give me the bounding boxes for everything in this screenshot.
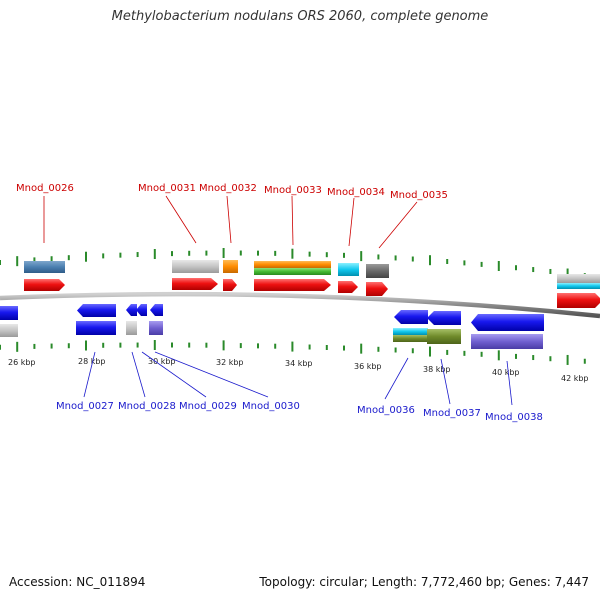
gene-feature — [0, 306, 18, 320]
gene-feature — [24, 261, 65, 273]
gene-labels-bottom: Mnod_0027 Mnod_0028 Mnod_0029 Mnod_0030 … — [56, 401, 543, 423]
gene-feature — [557, 274, 600, 283]
gene-feature — [366, 282, 388, 296]
gene-feature — [223, 260, 238, 273]
gene-features-top — [24, 260, 600, 308]
gene-feature — [172, 278, 218, 290]
gene-feature — [254, 268, 331, 275]
gene-feature — [24, 279, 65, 291]
gene-feature — [557, 283, 600, 289]
gene-feature — [223, 279, 237, 291]
gene-feature — [471, 314, 544, 331]
gene-feature — [427, 311, 461, 325]
gene-feature — [366, 264, 389, 278]
gene-label-mnod-0034[interactable]: Mnod_0034 — [327, 187, 385, 198]
gene-feature — [150, 304, 163, 316]
scale-ticks-bottom — [0, 340, 586, 365]
gene-label-mnod-0037[interactable]: Mnod_0037 — [423, 408, 481, 419]
map-title: Methylobacterium nodulans ORS 2060, comp… — [111, 9, 489, 24]
gene-labels-top: Mnod_0026 Mnod_0031 Mnod_0032 Mnod_0033 … — [16, 183, 448, 201]
gene-feature — [149, 321, 163, 335]
gene-feature — [471, 334, 543, 349]
gene-label-mnod-0029[interactable]: Mnod_0029 — [179, 401, 237, 412]
scale-label-40: 40 kbp — [492, 368, 520, 377]
scale-labels: 26 kbp 28 kbp 30 kbp 32 kbp 34 kbp 36 kb… — [8, 357, 589, 383]
scale-label-26: 26 kbp — [8, 358, 36, 367]
scale-ticks-top — [0, 248, 586, 279]
gene-feature — [557, 293, 600, 308]
gene-feature — [254, 261, 331, 268]
gene-label-mnod-0031[interactable]: Mnod_0031 — [138, 183, 196, 194]
gene-features-bottom — [0, 304, 544, 349]
gene-feature — [254, 279, 331, 291]
gene-label-mnod-0028[interactable]: Mnod_0028 — [118, 401, 176, 412]
gene-feature — [393, 328, 428, 335]
gene-feature — [338, 281, 358, 293]
genome-backbone — [0, 291, 600, 319]
gene-feature — [393, 335, 428, 342]
scale-label-30: 30 kbp — [148, 357, 176, 366]
gene-label-mnod-0027[interactable]: Mnod_0027 — [56, 401, 114, 412]
accession-info: Accession: NC_011894 — [9, 575, 146, 589]
gene-label-mnod-0035[interactable]: Mnod_0035 — [390, 190, 448, 201]
gene-feature — [136, 304, 147, 316]
scale-label-32: 32 kbp — [216, 358, 244, 367]
gene-label-mnod-0036[interactable]: Mnod_0036 — [357, 405, 415, 416]
gene-feature — [77, 304, 116, 317]
gene-feature — [338, 263, 359, 276]
leader-lines-bottom — [83, 351, 513, 406]
gene-feature — [0, 324, 18, 337]
gene-feature — [126, 304, 137, 316]
gene-label-mnod-0026[interactable]: Mnod_0026 — [16, 183, 74, 194]
gene-feature — [394, 310, 428, 324]
leader-lines-top — [43, 195, 418, 249]
gene-label-mnod-0032[interactable]: Mnod_0032 — [199, 183, 257, 194]
topology-info: Topology: circular; Length: 7,772,460 bp… — [259, 575, 589, 589]
gene-feature — [76, 321, 116, 335]
gene-label-mnod-0038[interactable]: Mnod_0038 — [485, 412, 543, 423]
scale-label-28: 28 kbp — [78, 357, 106, 366]
gene-feature — [427, 329, 461, 344]
scale-label-34: 34 kbp — [285, 359, 313, 368]
gene-label-mnod-0033[interactable]: Mnod_0033 — [264, 185, 322, 196]
gene-label-mnod-0030[interactable]: Mnod_0030 — [242, 401, 300, 412]
gene-feature — [126, 321, 137, 335]
scale-label-42: 42 kbp — [561, 374, 589, 383]
scale-label-36: 36 kbp — [354, 362, 382, 371]
gene-feature — [172, 260, 219, 273]
scale-label-38: 38 kbp — [423, 365, 451, 374]
